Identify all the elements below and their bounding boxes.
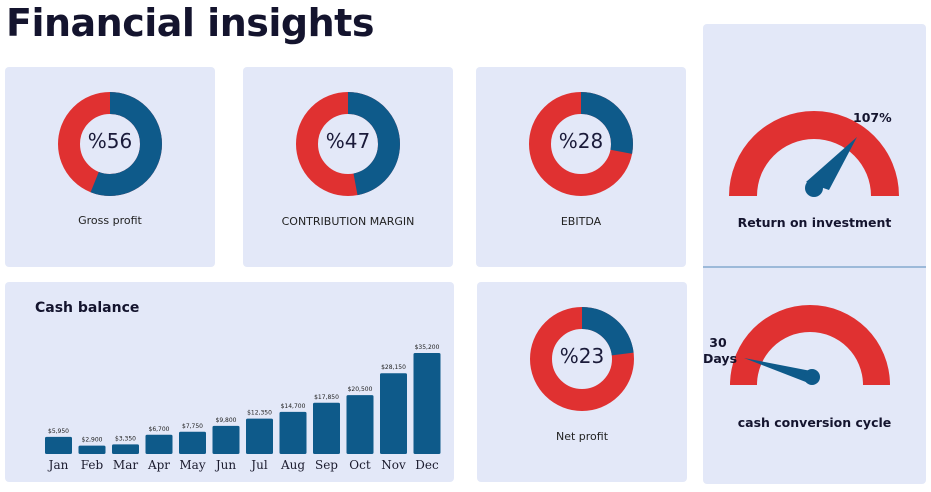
x-tick-label: Jan: [47, 458, 69, 472]
data-label: $6,700: [149, 426, 170, 433]
x-tick-label: May: [179, 458, 205, 472]
bar-oct[interactable]: [346, 395, 374, 454]
ccc-value: 30 Days: [703, 335, 737, 367]
net-profit-value: %23: [559, 344, 605, 368]
gauge-needle: [744, 358, 811, 384]
data-label: $7,750: [182, 423, 203, 430]
x-tick-label: Apr: [147, 458, 170, 472]
contribution-margin-card[interactable]: %47 CONTRIBUTION MARGIN: [243, 67, 453, 267]
chart-title: Cash balance: [35, 300, 140, 316]
x-tick-label: Dec: [415, 458, 439, 472]
bar-dec[interactable]: [413, 353, 441, 454]
gross-profit-donut: [57, 91, 163, 197]
x-tick-label: Nov: [381, 458, 406, 472]
x-tick-label: Mar: [113, 458, 138, 472]
contribution-margin-value: %47: [325, 129, 371, 153]
ccc-value-number: 30: [709, 335, 727, 350]
data-label: $9,800: [216, 417, 237, 424]
cash-balance-chart: $5,950 Jan $2,900 Feb $3,350 Mar $6,700 Apr $7,7…: [45, 344, 441, 472]
x-tick-label: Aug: [280, 458, 305, 472]
data-label: $12,350: [247, 410, 272, 417]
gross-profit-card[interactable]: %56 Gross profit: [5, 67, 215, 267]
roi-value: 107%: [853, 110, 892, 125]
bar-apr[interactable]: [145, 434, 173, 454]
x-tick-label: Feb: [81, 458, 104, 472]
donut-value-arc: [529, 92, 633, 196]
bar-mar[interactable]: [112, 444, 139, 454]
x-tick-label: Jun: [214, 458, 237, 472]
ebitda-donut: [528, 91, 634, 197]
donut-value-arc: [58, 92, 162, 196]
gauge-arc: [729, 111, 899, 196]
gross-profit-value: %56: [87, 129, 133, 153]
gauge-needle-hub: [805, 179, 823, 197]
data-label: $14,700: [281, 403, 306, 410]
ebitda-card[interactable]: %28 EBITDA: [476, 67, 686, 267]
donut-value-arc: [530, 307, 634, 411]
bar-aug[interactable]: [279, 411, 307, 454]
ccc-gauge: [730, 305, 890, 385]
return-on-investment-card[interactable]: 107% Return on investment: [703, 24, 926, 266]
data-label: $28,150: [381, 364, 406, 371]
contribution-margin-donut: [295, 91, 401, 197]
bar-may[interactable]: [179, 431, 206, 454]
gauge-divider: [703, 266, 926, 268]
gross-profit-label: Gross profit: [78, 214, 142, 227]
net-profit-label: Net profit: [555, 430, 609, 443]
gauge-arc: [730, 305, 890, 385]
bar-sep[interactable]: [313, 402, 340, 454]
net-profit-card[interactable]: %23 Net profit: [477, 282, 687, 482]
cash-conversion-cycle-card[interactable]: 30 Days cash conversion cycle: [703, 268, 926, 484]
ccc-title: cash conversion cycle: [737, 415, 892, 430]
roi-gauge: [729, 111, 899, 197]
roi-title: Return on investment: [737, 215, 892, 230]
data-label: $5,950: [48, 428, 69, 435]
page-title: Financial insights: [6, 1, 374, 45]
bar-jun[interactable]: [212, 425, 240, 454]
data-label: $35,200: [415, 344, 440, 351]
x-tick-label: Jul: [249, 458, 268, 472]
cash-balance-card[interactable]: Cash balance $5,950 Jan $2,900 Feb $3,350 Mar…: [5, 282, 454, 482]
ebitda-label: EBITDA: [560, 215, 602, 228]
data-label: $2,900: [82, 437, 103, 444]
ebitda-value: %28: [558, 129, 604, 153]
bar-jan[interactable]: [45, 436, 72, 454]
data-label: $20,500: [348, 386, 373, 393]
contribution-margin-label: CONTRIBUTION MARGIN: [281, 215, 415, 228]
x-tick-label: Oct: [349, 458, 371, 472]
data-label: $3,350: [115, 435, 136, 442]
bar-nov[interactable]: [380, 373, 407, 454]
gauge-needle: [806, 137, 857, 190]
x-tick-label: Sep: [315, 458, 338, 472]
data-label: $17,850: [314, 394, 339, 401]
bar-jul[interactable]: [246, 418, 273, 454]
net-profit-donut: [529, 306, 635, 412]
ccc-value-unit: Days: [703, 351, 738, 366]
bar-feb[interactable]: [78, 445, 106, 454]
gauge-needle-hub: [804, 369, 820, 385]
donut-value-arc: [296, 92, 400, 196]
